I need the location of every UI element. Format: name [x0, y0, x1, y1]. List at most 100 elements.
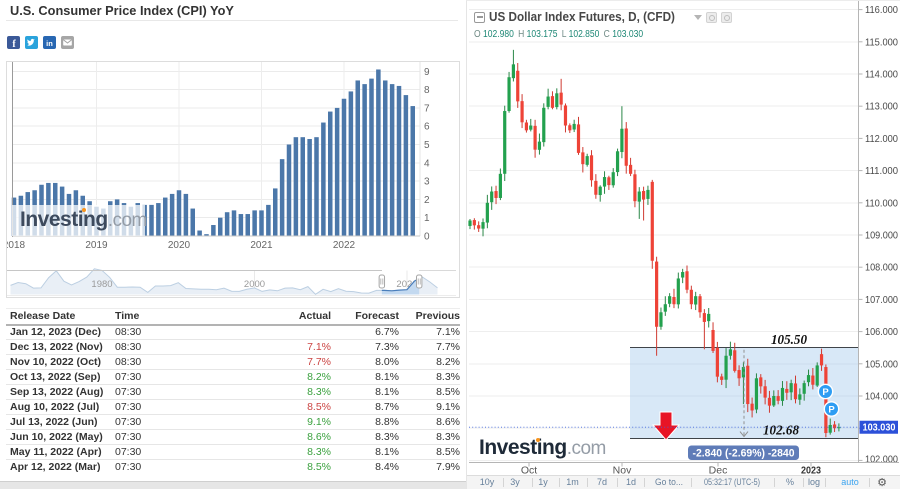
cpi-page-panel: U.S. Consumer Price Index (CPI) YoY f in … — [0, 3, 466, 489]
svg-text:2021: 2021 — [250, 240, 273, 251]
bottom-strip — [0, 481, 466, 489]
cpi-bar — [369, 78, 374, 237]
chevron-down-icon[interactable] — [693, 14, 702, 20]
toolbar-item-10y[interactable]: 10y — [479, 477, 495, 487]
time-cell: 08:30 — [112, 339, 210, 355]
toolbar-item-1m[interactable]: 1m — [566, 477, 579, 487]
table-row[interactable]: Aug 10, 2022 (Jul) 07:30 8.5% 8.7% 9.1% — [6, 399, 460, 415]
cpi-bar — [300, 137, 305, 236]
svg-text:102.000: 102.000 — [865, 454, 898, 466]
cpi-bar-chart[interactable]: 0 1 2 3 4 5 6 7 8 9 2018 2019 2020 2021 2022 1980 2000 20… — [6, 61, 460, 298]
twitter-icon — [27, 38, 35, 46]
close-label: C — [603, 29, 610, 40]
toolbar-item-[interactable]: % — [785, 477, 795, 487]
svg-text:1: 1 — [424, 213, 430, 224]
cpi-bar — [149, 204, 154, 236]
toolbar-divider — [644, 478, 645, 487]
cpi-bar — [266, 204, 271, 236]
measure-dashed-line — [739, 349, 749, 438]
cpi-bar — [231, 210, 237, 236]
previous-cell: 8.2% — [399, 354, 460, 370]
previous-cell: 7.9% — [399, 459, 460, 475]
svg-text:-2.840 (-2.69%) -2840: -2.840 (-2.69%) -2840 — [693, 448, 795, 460]
toolbar-divider — [803, 478, 804, 487]
svg-text:2018: 2018 — [7, 240, 26, 251]
logo-main-text: Investing — [479, 436, 567, 459]
toolbar-divider — [691, 478, 692, 487]
cpi-bar — [218, 217, 223, 236]
cpi-bar — [355, 80, 360, 236]
release-date-cell: Jul 13, 2022 (Jun) — [6, 414, 112, 430]
email-icon — [63, 39, 72, 46]
facebook-share-button[interactable]: f — [7, 36, 20, 49]
cpi-bar — [341, 98, 347, 236]
open-value: 102.980 — [483, 29, 514, 40]
table-row[interactable]: Jun 10, 2022 (May) 07:30 8.6% 8.3% 8.3% — [6, 429, 460, 445]
cpi-bar — [396, 85, 402, 236]
investing-logo-watermark-right: Investing.com — [479, 436, 606, 460]
low-value: 102.850 — [568, 29, 600, 40]
position-badge[interactable]: P — [823, 401, 840, 417]
toolbar-item-log[interactable]: log — [807, 477, 821, 487]
facebook-icon: f — [12, 39, 16, 49]
svg-text:106.000: 106.000 — [865, 326, 898, 338]
col-header-release-date: Release Date — [6, 308, 112, 326]
cpi-bar — [403, 95, 409, 236]
cpi-bar — [176, 190, 182, 236]
position-badge[interactable]: P — [817, 383, 834, 400]
toolbar-item-7d[interactable]: 7d — [596, 477, 608, 487]
table-row[interactable]: Apr 12, 2022 (Mar) 07:30 8.5% 8.4% 7.9% — [6, 459, 460, 475]
table-row[interactable]: Sep 13, 2022 (Aug) 07:30 8.3% 8.1% 8.5% — [6, 384, 460, 400]
price-axis[interactable]: 116.000 115.000 114.000 113.000 112.000 111.0… — [858, 1, 899, 466]
cpi-bar — [321, 122, 326, 236]
cpi-bar — [383, 80, 388, 236]
snapshot-icon[interactable] — [705, 11, 717, 23]
settings-icon[interactable] — [720, 11, 732, 23]
table-row[interactable]: Jul 13, 2022 (Jun) 07:30 9.1% 8.8% 8.6% — [6, 414, 460, 430]
actual-cell: 8.5% — [210, 399, 331, 415]
toolbar-item-1d[interactable]: 1d — [625, 477, 637, 487]
svg-text:Dec: Dec — [709, 465, 728, 477]
time-cell: 08:30 — [112, 324, 210, 340]
previous-cell: 8.5% — [399, 444, 460, 460]
range-navigator[interactable]: 1980 2000 2020 — [7, 268, 456, 296]
forecast-cell: 8.4% — [331, 459, 399, 475]
last-price-tag: 103.030 — [859, 420, 898, 434]
cpi-y-axis-labels: 0 1 2 3 4 5 6 7 8 9 — [424, 67, 430, 243]
previous-cell: 8.3% — [399, 369, 460, 385]
table-row[interactable]: May 11, 2022 (Apr) 07:30 8.3% 8.1% 8.5% — [6, 444, 460, 460]
release-date-cell: May 11, 2022 (Apr) — [6, 444, 112, 460]
cpi-bar — [410, 106, 415, 236]
toolbar-item-3y[interactable]: 3y — [510, 477, 520, 487]
title-divider — [6, 20, 458, 21]
toolbar-item-go-to[interactable]: Go to... — [654, 477, 684, 487]
table-row[interactable]: Oct 13, 2022 (Sep) 07:30 8.2% 8.1% 8.3% — [6, 369, 460, 385]
previous-cell: 7.7% — [399, 339, 460, 355]
linkedin-share-button[interactable]: in — [43, 36, 56, 49]
toolbar-divider — [559, 478, 560, 487]
cpi-bar — [156, 203, 161, 236]
svg-text:113.000: 113.000 — [865, 101, 898, 113]
toolbar-item-05-32-17-utc-5[interactable]: 05:32:17 (UTC-5) — [703, 477, 761, 487]
time-axis[interactable]: Oct Nov Dec 2023 — [469, 462, 899, 477]
forecast-cell: 6.7% — [331, 324, 399, 340]
email-share-button[interactable] — [61, 36, 74, 49]
candlestick-chart[interactable]: 105.50 102.68 116.000 115.000 114.000 113.000… — [467, 1, 900, 476]
investing-logo-watermark: Investing.com — [20, 208, 147, 232]
toolbar-item-1y[interactable]: 1y — [538, 477, 548, 487]
cpi-bar — [169, 193, 175, 236]
table-row[interactable]: Jan 12, 2023 (Dec) 08:30 6.7% 7.1% — [6, 324, 460, 340]
cpi-bar — [314, 137, 319, 236]
toolbar-item-auto[interactable]: auto — [841, 477, 859, 487]
collapse-icon[interactable] — [474, 11, 485, 23]
time-cell: 07:30 — [112, 444, 210, 460]
table-row[interactable]: Dec 13, 2022 (Nov) 08:30 7.1% 7.3% 7.7% — [6, 339, 460, 355]
actual-cell: 8.3% — [210, 384, 331, 400]
cpi-bar — [197, 230, 202, 236]
cpi-bar — [190, 208, 195, 236]
table-row[interactable]: Nov 10, 2022 (Oct) 08:30 7.7% 8.0% 8.2% — [6, 354, 460, 370]
gear-icon[interactable]: ⚙ — [877, 476, 887, 489]
twitter-share-button[interactable] — [25, 36, 38, 49]
time-cell: 07:30 — [112, 429, 210, 445]
forecast-cell: 8.3% — [331, 429, 399, 445]
